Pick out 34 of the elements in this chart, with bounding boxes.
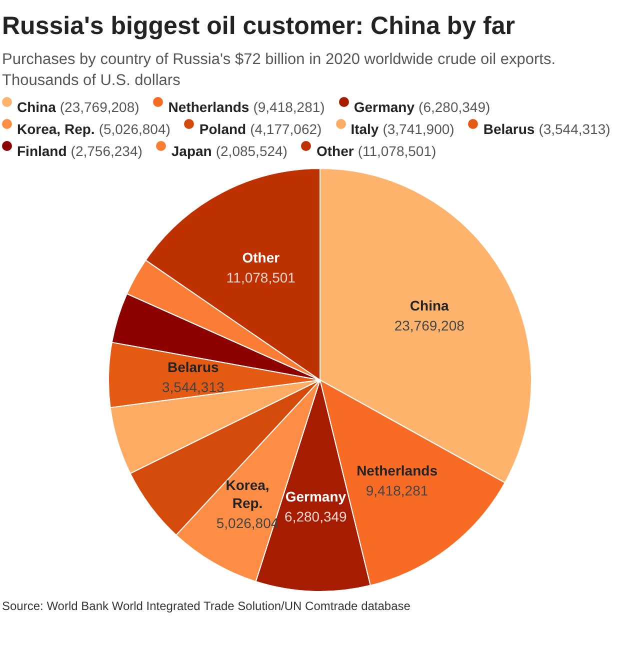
data-label: (9,418,281) bbox=[253, 99, 325, 115]
legend-label: Poland bbox=[199, 121, 246, 137]
data-label: (6,280,349) bbox=[418, 99, 490, 115]
data-label: (2,756,234) bbox=[70, 143, 142, 159]
data-label: (11,078,501) bbox=[358, 143, 436, 159]
legend-label: Japan bbox=[171, 143, 212, 159]
chart-title: Russia's biggest oil customer: China by far bbox=[1, 11, 516, 41]
text: 3,544,313 bbox=[162, 378, 224, 395]
text: 6,280,349 bbox=[284, 508, 347, 525]
legend-label: Korea, Rep. bbox=[17, 121, 95, 137]
slice-label: Netherlands bbox=[356, 462, 438, 479]
legend-label: Belarus bbox=[483, 121, 535, 137]
slice-label: Belarus bbox=[167, 358, 220, 375]
data-label: (5,026,804) bbox=[98, 121, 170, 137]
slice-label: Korea, Rep. bbox=[226, 477, 270, 512]
slice-label: Other bbox=[242, 250, 280, 266]
data-label: (3,544,313) bbox=[538, 121, 610, 137]
source-note: Source: World Bank World Integrated Trade Solution/UN Comtrade database bbox=[1, 598, 412, 613]
legend-label: Netherlands bbox=[168, 99, 250, 115]
data-label: (23,769,208) bbox=[60, 99, 140, 115]
text: 23,769,208 bbox=[394, 318, 464, 334]
data-label: (3,741,900) bbox=[382, 121, 454, 137]
text: 9,418,281 bbox=[366, 482, 428, 499]
text: 11,078,501 bbox=[226, 270, 296, 286]
data-label: (4,177,062) bbox=[250, 121, 322, 137]
chart-subtitle: Purchases by country of Russia's $72 billion in 2020 worldwide crude oil exports. Thousands of U.S. dollars bbox=[1, 50, 556, 91]
data-label: (2,085,524) bbox=[216, 143, 288, 159]
slice-label: Germany bbox=[285, 488, 346, 505]
slice-label: China bbox=[410, 298, 450, 314]
legend-label: Italy bbox=[350, 121, 379, 137]
legend-label: Other bbox=[316, 143, 354, 159]
legend-label: Germany bbox=[354, 99, 415, 115]
legend-label: China bbox=[17, 99, 56, 115]
legend-label: Finland bbox=[17, 143, 67, 159]
